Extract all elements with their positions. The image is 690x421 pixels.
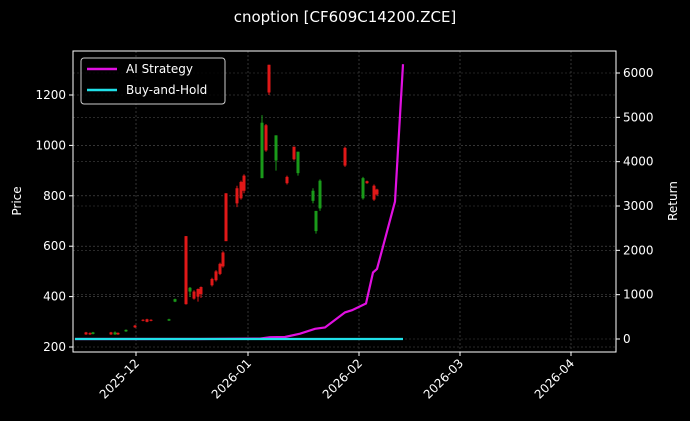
candle-body	[113, 332, 117, 335]
x-tick-label: 2025-12	[97, 356, 142, 401]
candle-body	[224, 193, 228, 242]
candle-body	[365, 181, 369, 184]
candle-body	[235, 188, 239, 204]
legend-label: Buy-and-Hold	[126, 83, 207, 97]
candle-body	[210, 278, 214, 286]
candle-body	[167, 319, 171, 321]
candle-body	[141, 319, 145, 321]
candle-body	[188, 287, 192, 292]
candle-body	[88, 333, 92, 335]
candle-body	[296, 151, 300, 174]
candle-body	[343, 147, 347, 166]
candle-body	[109, 332, 113, 335]
right-tick-label: 5000	[623, 110, 654, 124]
left-tick-label: 1000	[35, 138, 66, 152]
legend-label: AI Strategy	[126, 62, 193, 76]
candle-body	[260, 122, 264, 179]
right-tick-label: 4000	[623, 155, 654, 169]
candle-body	[318, 180, 322, 209]
candle-body	[133, 325, 137, 328]
candle-body	[221, 252, 225, 267]
candle-body	[199, 287, 203, 295]
candle-body	[239, 181, 243, 199]
x-tick-label: 2026-03	[421, 356, 466, 401]
left-tick-label: 1200	[35, 88, 66, 102]
candle-body	[311, 190, 315, 201]
candle-body	[149, 319, 153, 321]
candle-body	[116, 332, 120, 335]
right-tick-label: 2000	[623, 243, 654, 257]
right-tick-label: 1000	[623, 288, 654, 302]
right-tick-label: 0	[623, 332, 631, 346]
x-tick-label: 2026-04	[532, 356, 577, 401]
right-tick-label: 3000	[623, 199, 654, 213]
candle-body	[84, 332, 88, 335]
left-tick-label: 600	[43, 239, 66, 253]
candle-body	[124, 329, 128, 332]
left-tick-label: 800	[43, 189, 66, 203]
left-tick-label: 400	[43, 290, 66, 304]
candle-body	[196, 289, 200, 297]
candle-body	[361, 178, 365, 199]
left-axis-label: Price	[10, 186, 24, 215]
candle-body	[218, 263, 222, 274]
series-ai-strategy	[75, 64, 405, 341]
candle-body	[173, 299, 177, 302]
candle-body	[91, 332, 95, 334]
x-tick-label: 2026-02	[320, 356, 365, 401]
candle-body	[145, 319, 149, 322]
candle-body	[184, 236, 188, 305]
left-tick-label: 200	[43, 340, 66, 354]
candle-body	[242, 175, 246, 191]
candle-body	[285, 176, 289, 184]
x-tick-label: 2026-01	[209, 356, 254, 401]
candle-body	[192, 291, 196, 299]
candle-body	[292, 146, 296, 160]
right-axis-label: Return	[666, 181, 680, 221]
plot-frame	[72, 50, 617, 353]
chart-title: cnoption [CF609C14200.ZCE]	[233, 8, 457, 26]
candle-body	[375, 189, 379, 195]
right-tick-label: 6000	[623, 66, 654, 80]
candle-body	[267, 64, 271, 93]
candle-body	[214, 271, 218, 281]
candle-body	[372, 185, 376, 200]
candle-body	[314, 210, 318, 232]
candle-body	[264, 125, 268, 151]
candle-body	[274, 135, 278, 161]
